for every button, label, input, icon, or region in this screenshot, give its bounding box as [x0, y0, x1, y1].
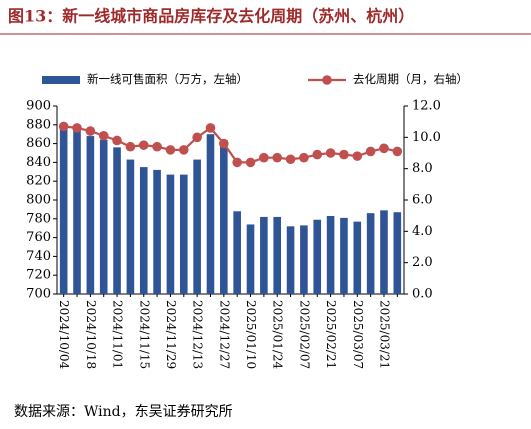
bar: [99, 139, 108, 294]
line-marker: [165, 145, 176, 155]
x-tick-label: 2024/11/15: [137, 300, 151, 369]
x-tick-label: 2025/02/21: [324, 300, 338, 369]
x-tick-label: 2025/02/07: [297, 300, 311, 369]
bar: [193, 159, 201, 294]
line-marker: [272, 152, 283, 163]
bar: [380, 210, 388, 294]
y-tick-label: 720: [26, 268, 51, 283]
line-marker: [365, 146, 376, 157]
bar: [206, 134, 215, 294]
line-marker: [85, 126, 96, 136]
bar: [260, 216, 268, 294]
bar: [139, 167, 148, 294]
line-marker: [232, 157, 242, 168]
legend-swatch: [42, 76, 80, 84]
y2-tick-label: 10.0: [412, 130, 441, 145]
bar: [313, 219, 322, 294]
y-tick-label: 860: [26, 136, 51, 151]
y2-tick-label: 0.0: [412, 287, 433, 302]
bar: [166, 174, 175, 294]
legend-swatch: [322, 75, 332, 85]
line-marker: [192, 132, 202, 143]
y2-tick-label: 6.0: [412, 193, 433, 208]
line-marker: [219, 138, 229, 149]
y2-tick-label: 4.0: [412, 224, 433, 239]
line-marker: [58, 121, 69, 132]
legend-label: 新一线可售面积（万方，左轴）: [87, 72, 248, 86]
line-marker: [205, 123, 216, 133]
y-tick-label: 700: [26, 287, 51, 302]
bar: [300, 225, 308, 294]
bar: [233, 211, 241, 294]
source-note: 数据来源：Wind，东吴证券研究所: [14, 404, 233, 420]
line-marker: [325, 148, 336, 158]
line-marker: [152, 141, 162, 152]
bar: [273, 216, 282, 294]
y-tick-label: 740: [26, 249, 51, 264]
line-marker: [98, 130, 109, 141]
line-marker: [72, 123, 82, 133]
x-tick-label: 2025/03/21: [377, 300, 391, 369]
bar: [113, 147, 121, 294]
bar: [220, 139, 228, 294]
line-marker: [392, 146, 403, 157]
line-marker: [379, 143, 389, 154]
bar: [153, 169, 161, 294]
bar: [126, 159, 135, 294]
line-marker: [285, 154, 296, 165]
y-tick-label: 820: [26, 174, 51, 189]
line-marker: [178, 145, 189, 155]
y-tick-label: 760: [26, 230, 51, 245]
line-marker: [259, 152, 269, 163]
x-tick-label: 2024/11/29: [164, 300, 178, 369]
x-tick-label: 2025/01/10: [244, 300, 258, 369]
bar: [353, 221, 362, 294]
line-marker: [312, 149, 323, 160]
line-marker: [112, 135, 122, 146]
x-tick-label: 2025/01/24: [271, 300, 285, 370]
legend-label: 去化周期（月，右轴）: [353, 72, 468, 86]
line-marker: [299, 152, 309, 163]
line-marker: [245, 157, 256, 168]
y-tick-label: 900: [26, 99, 51, 114]
bar: [86, 136, 95, 294]
y2-tick-label: 2.0: [412, 255, 433, 270]
line-marker: [125, 141, 136, 152]
x-tick-label: 2024/10/04: [57, 300, 71, 370]
x-tick-label: 2025/03/07: [351, 300, 365, 369]
x-tick-label: 2024/12/27: [217, 300, 231, 369]
bar: [393, 212, 402, 294]
y-tick-label: 880: [26, 117, 51, 132]
bar: [73, 127, 81, 295]
bar: [340, 217, 348, 294]
bar: [286, 226, 295, 294]
y2-tick-label: 8.0: [412, 161, 433, 176]
chart-title: 图13：新一线城市商品房库存及去化周期（苏州、杭州）: [8, 7, 414, 26]
x-tick-label: 2024/12/13: [191, 300, 205, 369]
bar: [326, 215, 335, 294]
x-tick-label: 2024/10/18: [84, 300, 98, 369]
line-marker: [339, 149, 349, 160]
y-tick-label: 840: [26, 155, 51, 170]
line-marker: [138, 140, 149, 150]
bar: [179, 174, 188, 294]
y-tick-label: 800: [26, 193, 51, 208]
bar: [246, 224, 255, 294]
bar: [59, 126, 68, 295]
x-tick-label: 2024/11/01: [111, 300, 125, 369]
line-marker: [352, 151, 363, 161]
bar: [366, 213, 375, 294]
y2-tick-label: 12.0: [412, 99, 441, 114]
y-tick-label: 780: [26, 211, 51, 226]
